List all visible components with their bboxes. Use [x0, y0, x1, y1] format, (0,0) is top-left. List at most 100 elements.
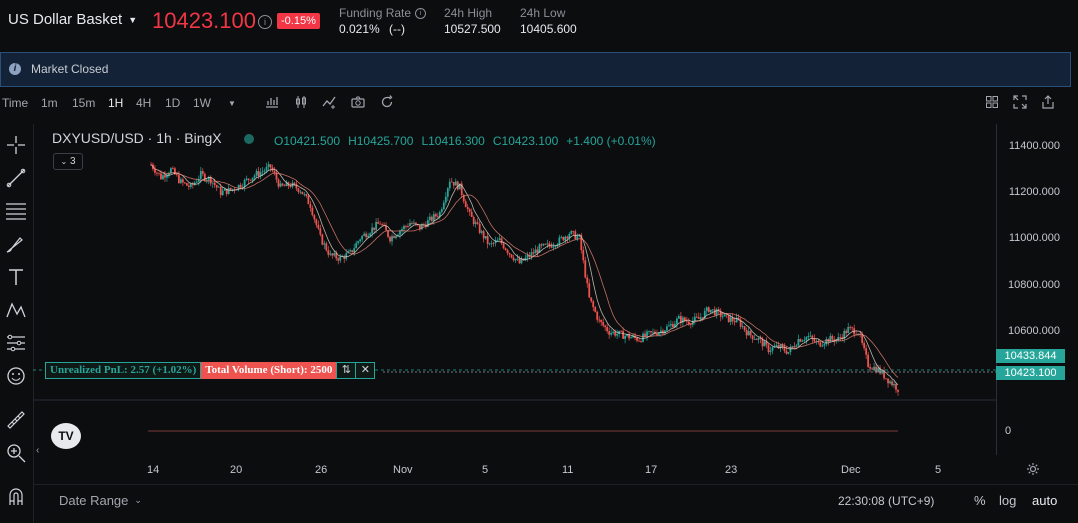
market-status-dot — [244, 134, 254, 144]
candle-body — [602, 322, 605, 326]
candle-body — [576, 236, 579, 240]
symbol-selector[interactable]: US Dollar Basket ▼ — [8, 11, 137, 28]
candle-body — [622, 331, 625, 339]
volume-tick: 0 — [1005, 425, 1012, 437]
chart-legend-symbol[interactable]: DXYUSD/USD · 1h · BingX — [52, 130, 222, 146]
candle-body — [683, 317, 686, 321]
candle-body — [777, 345, 780, 348]
indicator-collapse-button[interactable]: ⌄ 3 — [53, 153, 83, 170]
info-icon[interactable]: i — [415, 7, 427, 19]
drawing-toolbar — [0, 124, 34, 523]
candle-body — [361, 235, 364, 240]
chevron-down-icon: ⌄ — [60, 157, 68, 166]
candle-body — [540, 244, 543, 246]
candle-body — [765, 341, 768, 345]
candle-body — [203, 173, 206, 181]
x-tick: 5 — [935, 464, 942, 476]
candle-body — [319, 228, 322, 235]
candle-body — [193, 182, 196, 185]
timeframe-time[interactable]: Time — [2, 96, 29, 110]
magnet-icon[interactable] — [5, 486, 27, 508]
y-tick: 10800.000 — [1008, 279, 1060, 291]
layout-grid-icon[interactable] — [985, 95, 999, 109]
timeframe-dropdown-icon[interactable]: ▼ — [228, 99, 236, 108]
candle-body — [693, 316, 696, 321]
price-chart[interactable] — [33, 124, 1078, 455]
candle-body — [247, 178, 250, 180]
trend-line-icon[interactable] — [5, 167, 27, 189]
indicators-icon[interactable] — [322, 95, 336, 109]
candle-body — [327, 250, 330, 255]
ruler-icon[interactable] — [5, 409, 27, 431]
pattern-icon[interactable] — [5, 299, 27, 321]
candle-body — [709, 309, 712, 313]
text-tool-icon[interactable] — [5, 266, 27, 288]
candle-body — [164, 175, 166, 178]
camera-icon[interactable] — [351, 95, 365, 109]
candle-body — [415, 222, 417, 225]
candle-type-icon[interactable] — [294, 95, 308, 109]
timeframe-4h[interactable]: 4H — [136, 96, 152, 110]
candle-body — [600, 319, 603, 323]
log-scale-toggle[interactable]: log — [999, 493, 1017, 508]
candle-body — [373, 227, 376, 230]
tradingview-logo[interactable]: TV — [51, 423, 81, 449]
timeframe-15m[interactable]: 15m — [72, 96, 96, 110]
info-icon[interactable]: i — [258, 15, 272, 29]
low-24h-label: 24h Low — [520, 6, 566, 20]
candle-body — [243, 179, 246, 187]
fullscreen-icon[interactable] — [1013, 95, 1027, 109]
settings-icon[interactable] — [1026, 462, 1040, 476]
timeframe-1d[interactable]: 1D — [165, 96, 181, 110]
candle-body — [275, 173, 278, 180]
percent-scale-toggle[interactable]: % — [974, 493, 986, 508]
candle-body — [395, 236, 397, 239]
timeframe-1m[interactable]: 1m — [41, 96, 58, 110]
timeframe-1h[interactable]: 1H — [108, 96, 124, 110]
emoji-icon[interactable] — [5, 365, 27, 387]
candle-body — [257, 171, 260, 177]
reverse-position-icon[interactable]: ⇅ — [336, 362, 357, 379]
candle-body — [542, 243, 545, 246]
candle-body — [685, 320, 688, 322]
reset-icon[interactable] — [380, 95, 394, 109]
candle-body — [879, 367, 881, 374]
collapse-toolbar-icon[interactable]: ‹ — [36, 445, 40, 456]
clock[interactable]: 22:30:08 (UTC+9) — [838, 494, 935, 508]
candle-body — [281, 183, 284, 186]
position-bar[interactable]: Unrealized PnL: 2.57 (+1.02%) Total Volu… — [45, 362, 376, 379]
share-icon[interactable] — [1041, 95, 1055, 109]
funding-rate-countdown: (--) — [389, 22, 406, 36]
timeframe-1w[interactable]: 1W — [193, 96, 211, 110]
fib-retracement-icon[interactable] — [5, 200, 27, 222]
candle-body — [462, 194, 465, 202]
candle-body — [359, 239, 362, 242]
candle-body — [614, 331, 617, 336]
candle-body — [454, 181, 457, 186]
candle-body — [759, 337, 762, 339]
brush-icon[interactable] — [5, 233, 27, 255]
chart-pane[interactable] — [33, 124, 997, 455]
forecast-icon[interactable] — [5, 332, 27, 354]
high-24h-label: 24h High — [444, 6, 493, 20]
candle-body — [215, 185, 218, 188]
candle-body — [269, 164, 272, 168]
crosshair-icon[interactable] — [5, 134, 27, 156]
bar-chart-icon[interactable] — [265, 95, 279, 109]
candle-body — [273, 170, 276, 174]
candle-body — [530, 252, 533, 257]
candle-body — [723, 314, 726, 317]
date-range-selector[interactable]: Date Range ⌄ — [59, 493, 142, 508]
candle-body — [496, 240, 499, 241]
zoom-in-icon[interactable] — [5, 442, 27, 464]
candle-body — [297, 188, 300, 192]
candle-body — [618, 330, 621, 334]
candle-body — [524, 257, 527, 261]
candle-body — [279, 183, 282, 187]
close-position-icon[interactable]: ✕ — [356, 362, 376, 379]
candle-body — [699, 317, 702, 319]
auto-scale-toggle[interactable]: auto — [1032, 493, 1058, 508]
candle-body — [313, 215, 316, 220]
candle-body — [460, 183, 463, 195]
candle-body — [626, 334, 628, 336]
